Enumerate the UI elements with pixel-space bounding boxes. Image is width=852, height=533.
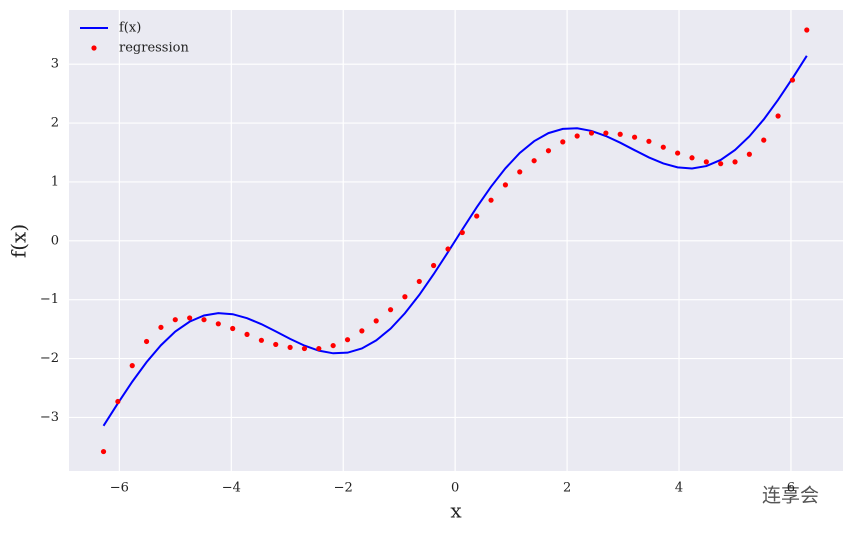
point [215,321,221,327]
y-tick-label: 3 [51,57,59,72]
point [230,325,236,332]
point [703,159,709,165]
y-tick-label: −2 [40,351,59,366]
point [631,134,638,140]
point [789,77,796,83]
point [244,331,250,338]
x-tick-label: 4 [675,481,683,496]
point [574,133,580,139]
point [172,317,178,323]
point [129,363,135,369]
line [102,55,808,427]
x-axis-label: x [450,499,462,523]
y-tick-label: 1 [51,174,59,189]
point [732,159,738,165]
point [100,448,107,455]
point [689,155,695,161]
point [560,139,566,145]
point [387,307,394,313]
point [402,294,408,300]
point [646,138,652,144]
point [359,328,365,334]
point [330,342,336,349]
point [545,148,552,154]
point [718,161,724,167]
point [603,130,609,136]
point [201,317,207,323]
point [344,337,351,343]
point [301,345,308,352]
point [617,131,623,137]
legend-label: regression [119,41,189,56]
x-tick-label: 6 [787,481,795,496]
point [660,144,666,150]
point [158,324,164,330]
legend-label: f(x) [119,21,141,36]
point [445,246,451,252]
point [258,337,265,343]
point [373,318,379,324]
legend-swatch [91,45,97,51]
point [502,182,509,188]
point [517,169,523,175]
y-tick-label: −1 [40,292,59,307]
y-tick-label: 0 [51,233,59,248]
x-tick-label: −6 [110,481,129,496]
y-tick-label: 2 [51,116,59,131]
point [746,151,752,157]
point [531,158,537,164]
point [804,27,810,33]
point [761,137,767,143]
point [488,197,494,203]
y-axis-label: f(x) [7,224,31,258]
x-tick-label: −4 [222,481,241,496]
point [287,344,293,350]
y-tick-label: −3 [40,410,59,425]
point [187,315,193,321]
point [459,229,465,236]
x-tick-label: −2 [334,481,353,496]
watermark: 连享会 [762,485,819,507]
point [588,130,595,136]
point [316,345,322,352]
point [775,113,781,119]
point [675,150,681,156]
x-tick-label: 2 [563,481,571,496]
x-tick-label: 0 [451,481,459,496]
point [416,278,422,285]
point [273,341,279,348]
point [431,262,437,269]
point [115,398,121,405]
point [143,338,150,345]
point [474,213,480,219]
